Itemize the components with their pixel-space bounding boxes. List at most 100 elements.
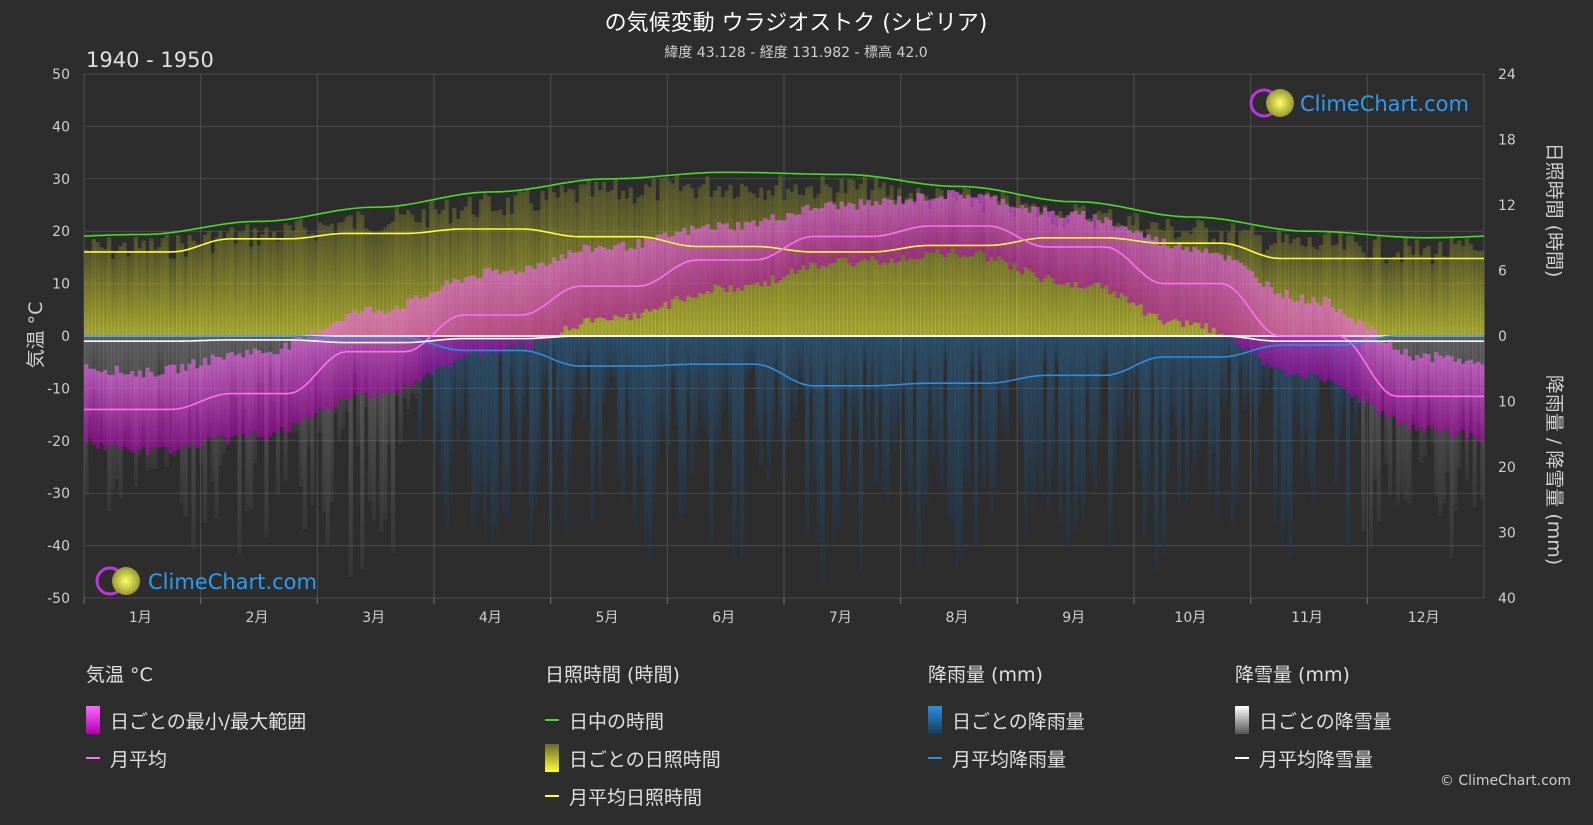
daylight-line — [83, 171, 1485, 239]
sunshine-day-bar — [1008, 212, 1013, 336]
rain-day-bar — [555, 336, 561, 451]
rain-day-bar — [720, 336, 725, 411]
rain-day-bar — [820, 336, 825, 585]
temp-range-day-bar — [586, 245, 591, 318]
sunshine-day-bar — [1330, 245, 1335, 336]
rain-day-bar — [1157, 336, 1163, 423]
sunshine-day-bar — [410, 214, 415, 336]
temp-range-day-bar — [1395, 350, 1401, 426]
sunshine-day-bar — [248, 246, 254, 336]
sunshine-day-bar — [996, 201, 1002, 336]
temp-range-day-bar — [831, 204, 837, 263]
temp-range-day-bar — [1215, 252, 1220, 335]
temp-range-day-bar — [118, 372, 123, 450]
temp-range-day-bar — [1150, 239, 1155, 314]
left-tick-label: -10 — [47, 381, 70, 397]
rain-day-bar — [1299, 336, 1305, 477]
rain-day-bar — [620, 336, 626, 499]
rain-day-bar — [831, 336, 837, 542]
sunshine-day-bar — [344, 216, 350, 336]
legend-sun-avg: 月平均日照時間 — [545, 777, 721, 815]
temp-range-day-bar — [962, 198, 967, 256]
sunshine-day-bar — [114, 250, 119, 336]
temp-range-day-bar — [1434, 352, 1439, 429]
snow-swatch-icon — [1235, 706, 1249, 734]
period-label: 1940 - 1950 — [86, 48, 214, 72]
snow-day-bar — [360, 336, 365, 570]
sunshine-day-bar — [1380, 258, 1385, 336]
temp-range-day-bar — [191, 359, 196, 441]
right-top-tick-label: 24 — [1498, 67, 1516, 83]
temp-range-day-bar — [644, 237, 649, 309]
rain-day-bar — [1238, 336, 1243, 375]
sunshine-day-bar — [498, 209, 503, 336]
rain-day-bar — [1039, 336, 1044, 495]
sunshine-day-bar — [360, 215, 365, 336]
sunshine-day-bar — [325, 225, 330, 336]
temp-range-day-bar — [674, 231, 679, 297]
rain-day-bar — [597, 336, 603, 497]
month-tick-label: 12月 — [1408, 610, 1440, 626]
temp-range-day-bar — [206, 364, 211, 438]
temp-range-day-bar — [889, 200, 894, 259]
sunshine-day-bar — [153, 249, 158, 336]
temp-range-day-bar — [724, 223, 729, 292]
temp-range-day-bar — [528, 266, 534, 350]
rain-day-bar — [874, 336, 879, 486]
rain-day-bar — [467, 336, 472, 462]
rain-day-bar — [417, 336, 422, 445]
temp-range-day-bar — [574, 252, 580, 329]
rain-day-bar — [690, 336, 695, 476]
right-top-tick-label: 6 — [1498, 264, 1507, 280]
sunshine-day-bar — [371, 233, 376, 336]
rain-day-bar — [1092, 336, 1098, 491]
rain-day-bar — [877, 336, 883, 406]
temp-range-day-bar — [624, 250, 630, 314]
temp-range-day-bar — [1211, 252, 1216, 328]
rain-day-bar — [1161, 336, 1167, 558]
rain-day-bar — [463, 336, 468, 394]
sunshine-day-bar — [356, 211, 361, 336]
temp-range-day-bar — [1380, 340, 1385, 412]
sunshine-day-bar — [191, 240, 196, 336]
rain-day-bar — [759, 336, 764, 469]
temp-range-day-bar — [947, 190, 952, 253]
temp-range-day-bar — [693, 228, 699, 298]
rain-day-bar — [574, 336, 580, 380]
legend-temp-range-label: 日ごとの最小/最大範囲 — [110, 710, 307, 733]
rain-day-bar — [1192, 336, 1197, 476]
temp-range-day-bar — [632, 249, 637, 313]
sunshine-day-bar — [482, 192, 488, 336]
temp-range-day-bar — [1192, 246, 1197, 323]
temp-range-day-bar — [797, 214, 802, 271]
snow-day-bar — [329, 336, 334, 502]
sunshine-day-bar — [950, 197, 956, 336]
sunshine-day-bar — [1307, 237, 1312, 336]
sunshine-day-bar — [413, 221, 419, 336]
rain-day-bar — [1085, 336, 1090, 394]
range-swatch-icon — [86, 706, 100, 734]
temp-range-day-bar — [1319, 305, 1324, 381]
rain-day-bar — [935, 336, 940, 451]
brand-logo-top[interactable]: ClimeChart.com — [1249, 88, 1469, 118]
rain-day-bar — [1265, 336, 1270, 396]
sunshine-day-bar — [1418, 254, 1424, 336]
sunshine-day-bar — [417, 222, 422, 336]
rain-day-bar — [525, 336, 530, 381]
temp-range-day-bar — [394, 306, 399, 391]
temp-range-day-bar — [555, 260, 561, 338]
rain-day-bar — [989, 336, 994, 513]
rain-day-bar — [920, 336, 925, 504]
temp-range-day-bar — [1050, 210, 1055, 279]
temp-range-day-bar — [973, 197, 979, 253]
sunshine-day-bar — [1342, 249, 1347, 336]
temp-range-day-bar — [459, 283, 465, 359]
temp-range-day-bar — [866, 199, 871, 261]
sunshine-day-bar — [383, 227, 388, 336]
rain-day-bar — [854, 336, 860, 428]
rain-day-bar — [927, 336, 933, 399]
temp-range-day-bar — [935, 198, 940, 249]
rain-day-bar — [1177, 336, 1182, 505]
legend-snow-daily-label: 日ごとの降雪量 — [1259, 710, 1392, 733]
brand-logo-bottom[interactable]: ClimeChart.com — [95, 566, 317, 596]
